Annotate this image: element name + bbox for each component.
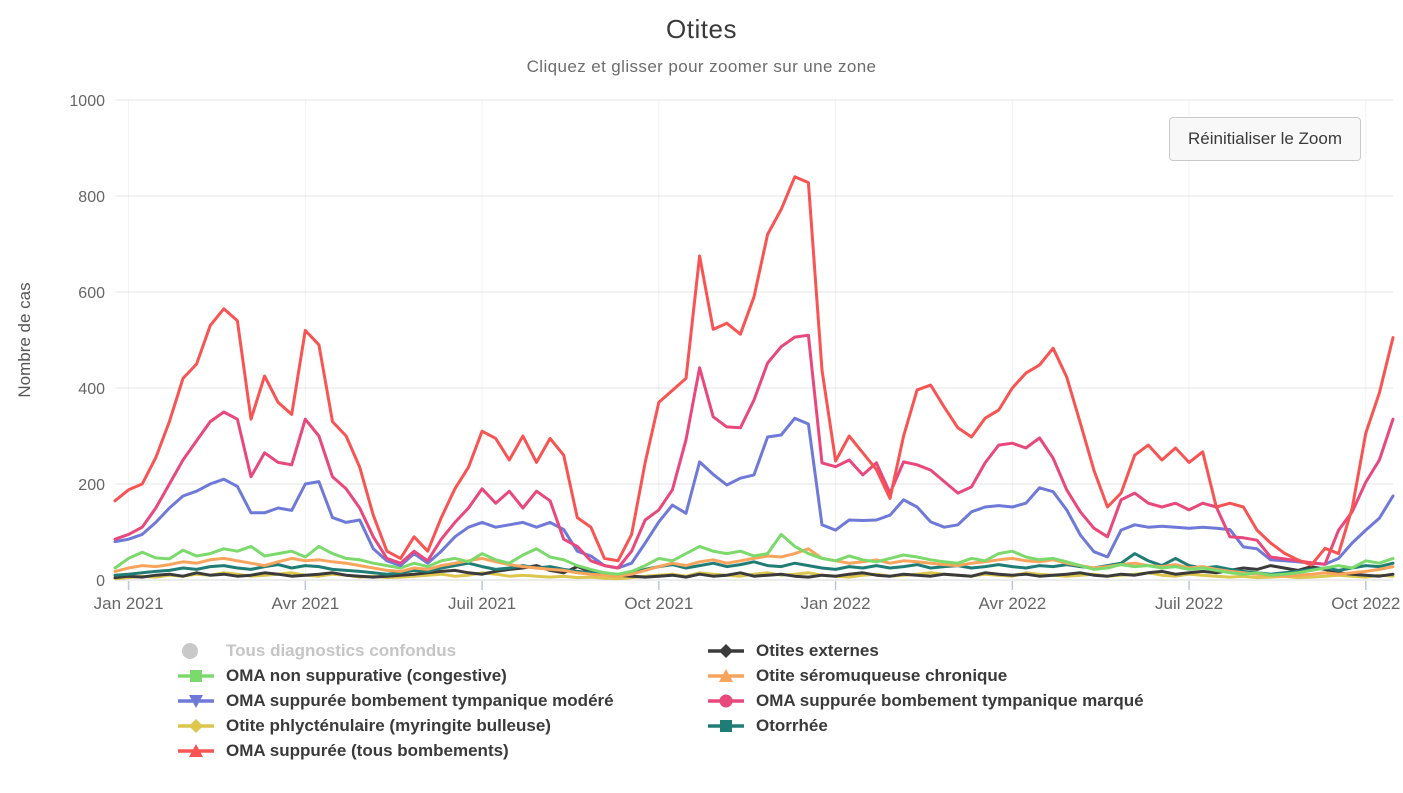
series-line-otite-phlyct-nulaire-myringite-bulleuse- bbox=[113, 571, 1395, 581]
diamond-marker-icon bbox=[178, 718, 214, 733]
otites-line-chart[interactable]: 0 200 400 600 800 1000 Jan 2021 Avr 2021 Juil 20… bbox=[0, 0, 1403, 630]
series-line-oma-suppur-e-tous-bombements- bbox=[113, 175, 1395, 567]
legend-label: Tous diagnostics confondus bbox=[226, 640, 457, 660]
y-tick-label: 400 bbox=[78, 381, 105, 398]
legend-label: Otites externes bbox=[756, 640, 879, 660]
legend-column-2: Otites externes Otite séromuqueuse chroni… bbox=[708, 638, 1144, 738]
triangle-up-marker-icon bbox=[178, 743, 214, 757]
y-tick-label: 800 bbox=[78, 189, 105, 206]
page-title: Otites bbox=[666, 14, 737, 44]
triangle-down-marker-icon bbox=[178, 694, 214, 708]
series-line-oma-suppur-e-bombement-tympanique-marqu- bbox=[113, 333, 1395, 570]
legend-item-otorrh-e[interactable]: Otorrhée bbox=[708, 713, 1144, 738]
x-tick-label: Juil 2021 bbox=[448, 594, 516, 613]
circle-marker-icon bbox=[708, 694, 744, 707]
legend-column-1: Tous diagnostics confondus OMA non suppur… bbox=[178, 638, 614, 763]
legend-item-oma-non-suppurative-congestive-[interactable]: OMA non suppurative (congestive) bbox=[178, 663, 614, 688]
diamond-marker-icon bbox=[708, 643, 744, 658]
series-line-oma-suppur-e-bombement-tympanique-mod-r- bbox=[113, 416, 1395, 570]
series-line-otite-s-romuqueuse-chronique bbox=[113, 547, 1395, 578]
legend-label: Otorrhée bbox=[756, 715, 828, 735]
legend-item-otites-externes[interactable]: Otites externes bbox=[708, 638, 1144, 663]
legend-item-otite-phlyct-nulaire-myringite-bulleuse-[interactable]: Otite phlycténulaire (myringite bulleuse… bbox=[178, 713, 614, 738]
legend-label: OMA suppurée bombement tympanique modéré bbox=[226, 690, 614, 710]
reset-zoom-button[interactable]: Réinitialiser le Zoom bbox=[1169, 117, 1361, 161]
legend-label: Otite séromuqueuse chronique bbox=[756, 665, 1008, 685]
x-tick-label: Jan 2021 bbox=[94, 594, 164, 613]
x-tick-label: Avr 2022 bbox=[978, 594, 1046, 613]
y-axis-title: Nombre de cas bbox=[15, 282, 34, 397]
legend-item-oma-suppur-e-bombement-tympanique-marqu-[interactable]: OMA suppurée bombement tympanique marqué bbox=[708, 688, 1144, 713]
x-tick-label: Oct 2022 bbox=[1331, 594, 1400, 613]
legend-item-otite-s-romuqueuse-chronique[interactable]: Otite séromuqueuse chronique bbox=[708, 663, 1144, 688]
x-tick-label: Juil 2022 bbox=[1155, 594, 1223, 613]
y-tick-label: 200 bbox=[78, 477, 105, 494]
legend-item-oma-suppur-e-bombement-tympanique-mod-r-[interactable]: OMA suppurée bombement tympanique modéré bbox=[178, 688, 614, 713]
legend-item-oma-suppur-e-tous-bombements-[interactable]: OMA suppurée (tous bombements) bbox=[178, 738, 614, 763]
triangle-up-marker-icon bbox=[708, 668, 744, 682]
legend-label: OMA suppurée (tous bombements) bbox=[226, 740, 509, 760]
square-marker-icon bbox=[708, 719, 744, 732]
square-marker-icon bbox=[178, 669, 214, 682]
circle-marker-icon bbox=[182, 642, 198, 659]
series-line-otorrh-e bbox=[113, 552, 1395, 577]
y-tick-label: 1000 bbox=[69, 93, 105, 110]
legend-label: OMA non suppurative (congestive) bbox=[226, 665, 507, 685]
legend-label: OMA suppurée bombement tympanique marqué bbox=[756, 690, 1144, 710]
legend-item-tous-diagnostics-confondus[interactable]: Tous diagnostics confondus bbox=[178, 638, 614, 663]
legend-label: Otite phlycténulaire (myringite bulleuse… bbox=[226, 715, 551, 735]
y-tick-label: 0 bbox=[96, 573, 105, 590]
x-tick-label: Jan 2022 bbox=[801, 594, 871, 613]
x-tick-label: Avr 2021 bbox=[271, 594, 339, 613]
chart-subtitle: Cliquez et glisser pour zoomer sur une z… bbox=[526, 57, 877, 76]
x-tick-label: Oct 2021 bbox=[624, 594, 693, 613]
series-line-oma-non-suppurative-congestive- bbox=[113, 532, 1395, 577]
series-line-otites-externes bbox=[113, 564, 1395, 580]
y-tick-label: 600 bbox=[78, 285, 105, 302]
